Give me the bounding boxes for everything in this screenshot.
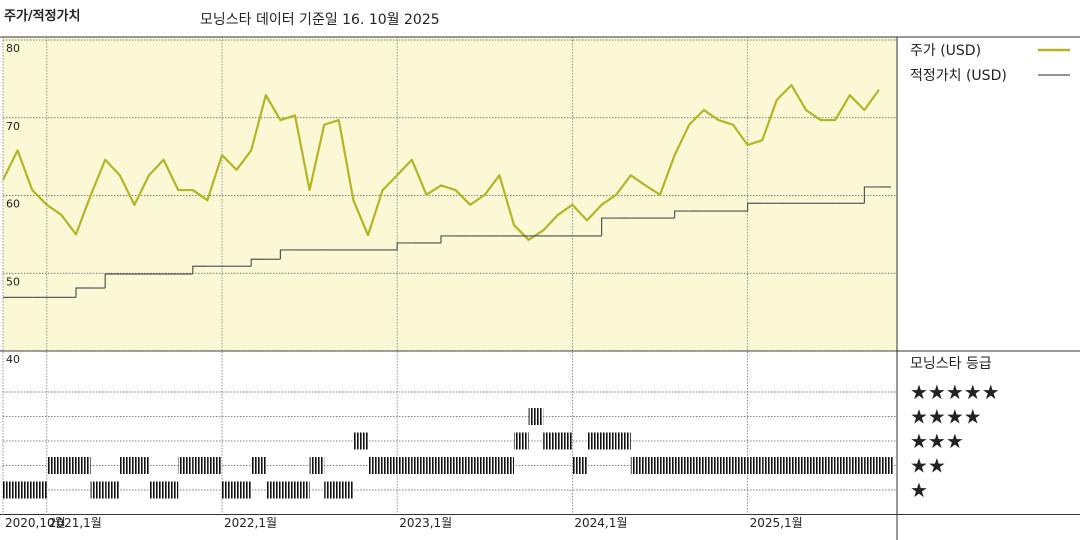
rating-bar xyxy=(222,481,237,499)
fair-value-step xyxy=(674,210,690,219)
rating-bar xyxy=(703,457,719,474)
x-tick-label: 2025,1월 xyxy=(750,516,803,530)
rating-bar xyxy=(309,457,325,474)
fair-value-step xyxy=(104,273,120,289)
rating-bar xyxy=(76,457,91,474)
rating-bar xyxy=(806,457,821,474)
price-line xyxy=(2,83,880,241)
y-tick-label: ★★★★★ xyxy=(910,380,1000,404)
rating-bar xyxy=(557,432,573,450)
rating-bar xyxy=(119,457,135,474)
rating-bar xyxy=(776,457,792,474)
fair-value-step xyxy=(601,217,617,236)
rating-bar xyxy=(134,457,149,474)
rating-bar xyxy=(149,481,164,499)
rating-bar xyxy=(265,481,281,499)
rating-bar xyxy=(484,457,500,474)
rating-bar xyxy=(879,457,894,474)
rating-bar xyxy=(280,481,295,499)
rating-bar xyxy=(338,481,354,499)
plot-background xyxy=(3,37,897,351)
rating-bar xyxy=(820,457,836,474)
chart-subtitle: 모닝스타 데이터 기준일 16. 10월 2025 xyxy=(200,12,440,28)
rating-bar xyxy=(3,481,18,499)
rating-bar xyxy=(192,457,208,474)
rating-bar xyxy=(368,457,383,474)
rating-bar xyxy=(32,481,47,499)
fair-value-step xyxy=(747,202,763,212)
rating-bar xyxy=(864,457,879,474)
rating-bar xyxy=(90,481,106,499)
rating-bar xyxy=(46,457,62,474)
panel-title: 모닝스타 등급 xyxy=(910,356,992,372)
rating-bar xyxy=(178,457,193,474)
y-tick-label: 50 xyxy=(6,275,20,288)
x-tick-label: 2021,1월 xyxy=(49,516,102,530)
rating-bar xyxy=(163,481,179,499)
rating-bar xyxy=(426,457,441,474)
rating-bar xyxy=(207,457,222,474)
rating-bar xyxy=(236,481,252,499)
rating-bar xyxy=(441,457,456,474)
rating-bar xyxy=(514,432,529,450)
y-tick-label: 40 xyxy=(6,353,20,366)
rating-bar xyxy=(674,457,690,474)
rating-bar xyxy=(17,481,33,499)
x-tick-label: 2022,1월 xyxy=(224,516,277,530)
chart-title: 주가/적정가치 xyxy=(4,8,81,24)
fair-value-step xyxy=(440,235,456,243)
y-tick-label: ★ xyxy=(910,478,928,502)
y-tick-label: ★★★★ xyxy=(910,405,982,429)
rating-bar xyxy=(528,408,544,425)
rating-bar xyxy=(660,457,675,474)
rating-bar xyxy=(353,432,368,450)
x-tick-label: 2023,1월 xyxy=(399,516,452,530)
rating-bar xyxy=(718,457,733,474)
y-tick-label: 70 xyxy=(6,120,20,133)
rating-bar xyxy=(382,457,398,474)
rating-bar xyxy=(499,457,514,474)
fair-value-step xyxy=(250,258,266,267)
rating-bar xyxy=(835,457,850,474)
fair-value-step xyxy=(863,186,879,204)
y-tick-label: 80 xyxy=(6,42,20,55)
rating-bar xyxy=(324,481,339,499)
rating-bar xyxy=(397,457,412,474)
x-tick-label: 2020,10월 xyxy=(5,516,66,530)
rating-bar xyxy=(411,457,427,474)
rating-bar xyxy=(105,481,120,499)
rating-bar xyxy=(616,432,631,450)
x-tick-label: 2024,1월 xyxy=(574,516,627,530)
rating-bar xyxy=(572,457,587,474)
rating-bar xyxy=(601,432,617,450)
legend-label: 주가 (USD) xyxy=(910,43,981,59)
rating-bar xyxy=(747,457,763,474)
y-tick-label: 60 xyxy=(6,198,20,211)
rating-bar xyxy=(630,457,646,474)
rating-bar xyxy=(251,457,266,474)
rating-bar xyxy=(791,457,806,474)
fair-value-step xyxy=(192,265,208,275)
fair-value-step xyxy=(75,287,91,298)
fair-value-step xyxy=(279,249,295,260)
y-tick-label: ★★★ xyxy=(910,429,964,453)
rating-bar xyxy=(61,457,76,474)
rating-bar xyxy=(689,457,704,474)
rating-bar xyxy=(762,457,777,474)
rating-bar xyxy=(543,432,558,450)
rating-bar xyxy=(645,457,660,474)
y-tick-label: ★★ xyxy=(910,454,946,478)
rating-bar xyxy=(849,457,865,474)
rating-bar xyxy=(733,457,748,474)
legend-label: 적정가치 (USD) xyxy=(910,68,1007,84)
rating-bar xyxy=(587,432,602,450)
rating-bar xyxy=(455,457,471,474)
fair-value-step xyxy=(396,242,412,250)
rating-bar xyxy=(295,481,310,499)
rating-bar xyxy=(470,457,485,474)
